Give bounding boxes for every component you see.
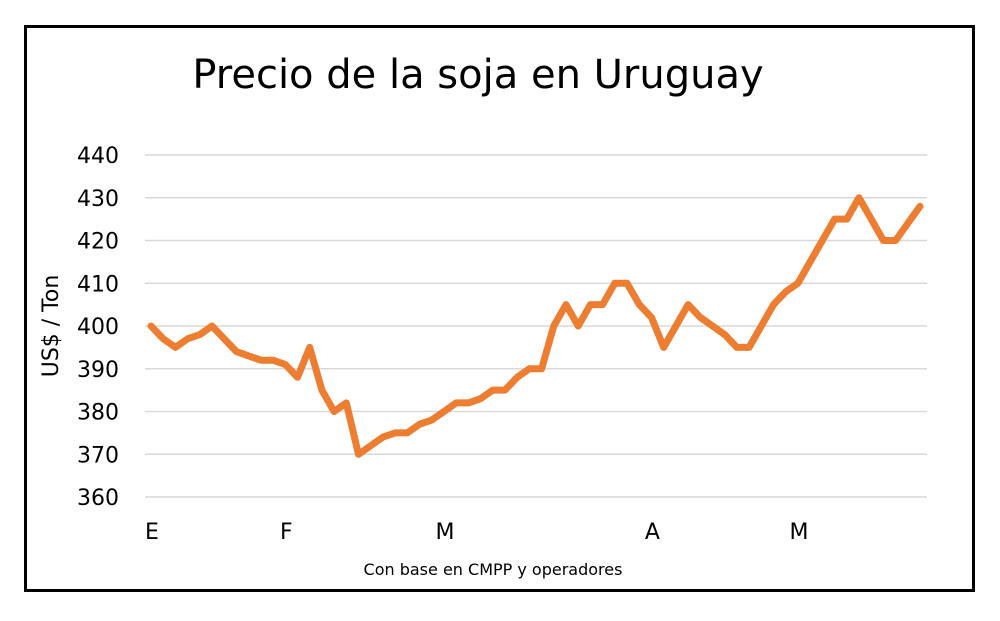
x-tick-label: F <box>280 520 293 545</box>
series-layer <box>147 194 924 458</box>
x-tick-label: E <box>145 520 159 545</box>
y-tick-label: 370 <box>77 443 119 468</box>
chart-title: Precio de la soja en Uruguay <box>192 52 763 98</box>
y-tick-label: 430 <box>77 187 119 212</box>
gridlines <box>145 154 927 498</box>
x-tick-label: M <box>789 520 808 545</box>
series-line-0 <box>147 194 924 458</box>
y-tick-label: 420 <box>77 230 119 255</box>
x-tick-label: A <box>645 520 660 545</box>
x-tick-label: M <box>435 520 454 545</box>
y-tick-label: 410 <box>77 272 119 297</box>
y-axis-label: US$ / Ton <box>39 275 64 378</box>
y-tick-label: 390 <box>77 358 119 383</box>
y-tick-label: 380 <box>77 401 119 426</box>
y-tick-label: 400 <box>77 315 119 340</box>
y-tick-labels: 360 370 380 390 400 410 420 430 440 <box>77 144 119 511</box>
x-axis-label: Con base en CMPP y operadores <box>364 560 623 579</box>
y-tick-label: 360 <box>77 486 119 511</box>
y-tick-label: 440 <box>77 144 119 169</box>
